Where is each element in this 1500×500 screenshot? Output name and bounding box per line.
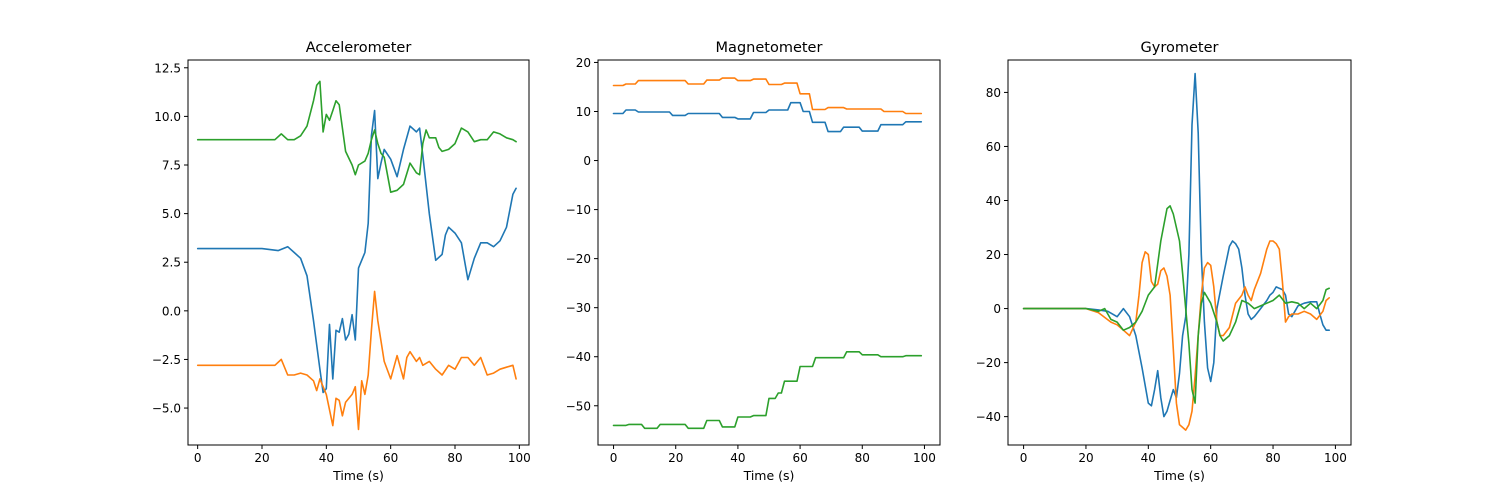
y-tick-label: 7.5 (162, 159, 181, 173)
y-tick-label: −20 (976, 356, 1001, 370)
y-tick-label: 0 (993, 302, 1001, 316)
series-line-y (612, 77, 923, 115)
x-tick-label: 0 (610, 451, 618, 465)
x-tick-label: 100 (1324, 451, 1347, 465)
series-line-x (1022, 72, 1330, 418)
x-tick-label: 60 (383, 451, 398, 465)
x-axis-label: Time (s) (332, 468, 384, 483)
x-tick-label: 40 (730, 451, 745, 465)
x-tick-label: 0 (1020, 451, 1028, 465)
y-tick-label: 2.5 (162, 256, 181, 270)
x-tick-label: 100 (508, 451, 531, 465)
y-tick-label: 80 (986, 86, 1001, 100)
x-tick-label: 20 (254, 451, 269, 465)
y-tick-label: 0.0 (162, 304, 181, 318)
series-line-y (1022, 240, 1330, 431)
panel-title: Gyrometer (1141, 40, 1219, 56)
series-line-x (196, 109, 517, 394)
y-tick-label: −50 (566, 399, 591, 413)
series-line-z (1022, 205, 1330, 404)
x-tick-label: 60 (792, 451, 807, 465)
x-axis-label: Time (s) (743, 468, 795, 483)
y-tick-label: −40 (976, 410, 1001, 424)
series-line-z (196, 80, 517, 193)
plot-area-frame (1007, 59, 1352, 446)
series-line-x (612, 101, 923, 133)
x-tick-label: 20 (1078, 451, 1093, 465)
x-tick-label: 80 (447, 451, 462, 465)
y-tick-label: 12.5 (154, 61, 181, 75)
y-tick-label: 20 (576, 56, 591, 70)
y-tick-label: 40 (986, 194, 1001, 208)
y-tick-label: 5.0 (162, 207, 181, 221)
y-tick-label: −20 (566, 252, 591, 266)
y-tick-label: −30 (566, 301, 591, 315)
x-tick-label: 80 (1265, 451, 1280, 465)
plot-area-frame (597, 59, 941, 446)
y-tick-label: 10 (576, 105, 591, 119)
y-tick-label: 20 (986, 248, 1001, 262)
panel-title: Magnetometer (716, 40, 823, 56)
x-tick-label: 80 (855, 451, 870, 465)
y-tick-label: −10 (566, 203, 591, 217)
x-tick-label: 100 (913, 451, 936, 465)
plot-area-frame (187, 59, 530, 446)
x-tick-label: 40 (1141, 451, 1156, 465)
y-tick-label: −2.5 (152, 353, 181, 367)
accelerometer-panel: 0 20 40 60 80 100 −5.0 −2.5 0.0 2.5 5.0 7.5 10.0 12.5… (152, 40, 531, 483)
x-axis-label: Time (s) (1153, 468, 1205, 483)
panel-title: Accelerometer (306, 40, 412, 56)
x-tick-label: 20 (668, 451, 683, 465)
x-tick-label: 0 (194, 451, 202, 465)
x-tick-label: 40 (319, 451, 334, 465)
y-tick-label: 10.0 (154, 110, 181, 124)
y-tick-label: 0 (583, 154, 591, 168)
gyrometer-panel: 0 20 40 60 80 100 −40 −20 0 20 40 60 80 Gyrometer Time… (976, 40, 1352, 483)
y-tick-label: −5.0 (152, 402, 181, 416)
y-tick-label: −40 (566, 350, 591, 364)
series-line-z (612, 351, 923, 430)
y-tick-label: 60 (986, 140, 1001, 154)
magnetometer-panel: 0 20 40 60 80 100 −50 −40 −30 −20 −10 0 10 20 Magnetom… (566, 40, 941, 483)
x-tick-label: 60 (1203, 451, 1218, 465)
series-line-y (196, 290, 517, 431)
